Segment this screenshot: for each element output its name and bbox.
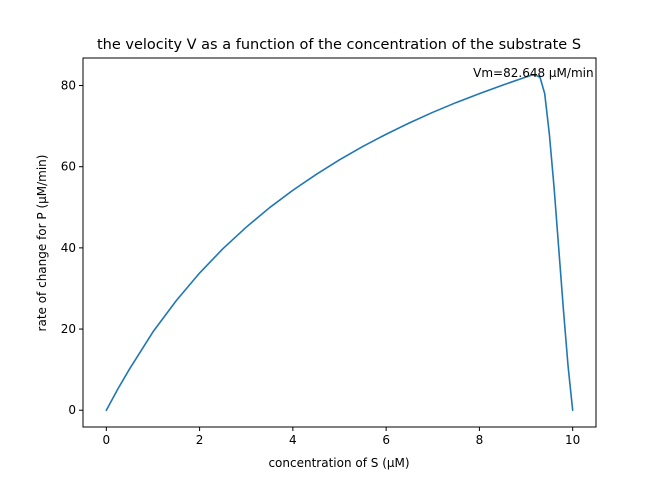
vmax-annotation: Vm=82.648 µM/min [473,66,593,80]
y-tick-label: 40 [61,241,76,255]
y-axis-label: rate of change for P (µM/min) [35,155,49,332]
x-tick-label: 0 [102,433,110,447]
axis-ticks: 0 2 4 6 8 10 0 20 40 60 80 [61,79,581,447]
series-line [105,74,574,412]
y-tick-label: 0 [68,403,76,417]
x-tick-label: 8 [476,433,484,447]
data-series [105,74,574,412]
chart-title: the velocity V as a function of the conc… [97,37,581,53]
y-tick-label: 80 [61,79,76,93]
x-axis-label: concentration of S (µM) [268,456,409,470]
x-tick-label: 4 [289,433,297,447]
x-tick-label: 10 [565,433,580,447]
y-tick-label: 60 [61,160,76,174]
plot-frame [82,57,597,428]
x-tick-label: 2 [196,433,204,447]
x-tick-label: 6 [382,433,390,447]
y-tick-label: 20 [61,322,76,336]
